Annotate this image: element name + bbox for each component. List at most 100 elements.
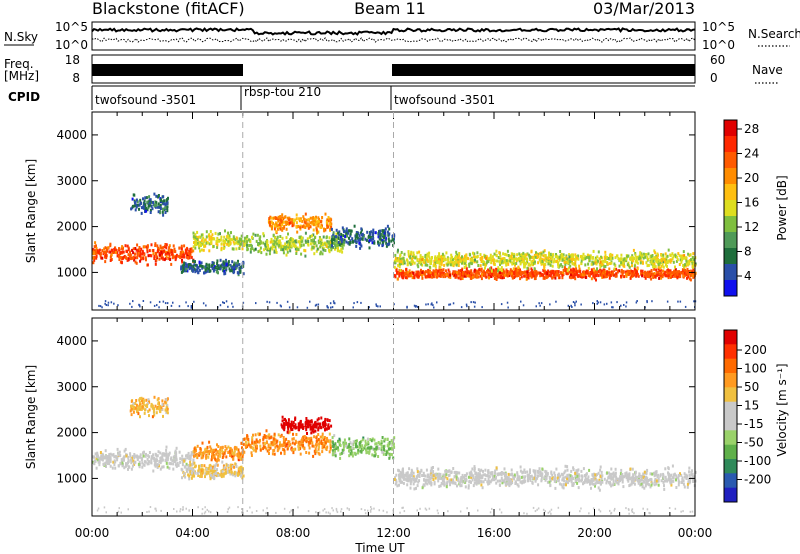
echo-cell	[686, 263, 689, 267]
echo-cell	[465, 264, 468, 267]
echo-cell	[143, 460, 146, 464]
echo-cell	[678, 254, 681, 258]
echo-cell	[572, 262, 575, 266]
echo-cell	[388, 455, 391, 459]
echo-cell	[687, 260, 690, 264]
echo-cell	[216, 236, 219, 240]
echo-cell	[232, 237, 235, 241]
echo-cell	[205, 455, 208, 458]
echo-cell	[185, 301, 187, 304]
echo-cell	[130, 407, 133, 411]
echo-cell	[238, 267, 241, 270]
echo-cell	[152, 410, 155, 414]
echo-cell	[124, 256, 127, 260]
echo-cell	[589, 256, 592, 260]
echo-cell	[173, 457, 176, 461]
echo-cell	[428, 269, 431, 273]
echo-cell	[161, 399, 164, 403]
echo-cell	[167, 453, 170, 457]
echo-cell	[224, 467, 227, 471]
echo-cell	[305, 451, 308, 454]
echo-cell	[548, 251, 550, 255]
echo-cell	[203, 271, 205, 275]
echo-cell	[320, 243, 323, 247]
echo-cell	[121, 458, 124, 462]
echo-cell	[241, 247, 244, 251]
echo-cell	[679, 258, 682, 262]
echo-cell	[273, 242, 276, 246]
echo-cell	[170, 262, 173, 266]
echo-cell	[294, 423, 297, 427]
echo-cell	[145, 398, 148, 402]
echo-cell	[131, 248, 134, 252]
echo-cell	[537, 255, 540, 259]
echo-cell	[320, 220, 322, 224]
echo-cell	[386, 242, 389, 246]
echo-cell	[181, 458, 184, 461]
echo-cell	[237, 259, 239, 263]
echo-cell	[393, 303, 395, 306]
echo-cell	[231, 266, 234, 270]
echo-cell	[628, 270, 631, 273]
echo-cell	[402, 262, 405, 266]
echo-cell	[420, 262, 423, 266]
echo-cell	[324, 417, 327, 421]
echo-cell	[691, 260, 693, 264]
echo-cell	[292, 223, 295, 227]
echo-cell	[322, 420, 325, 424]
echo-cell	[327, 306, 329, 309]
echo-cell	[267, 245, 270, 249]
echo-cell	[268, 217, 271, 220]
echo-cell	[470, 276, 473, 280]
echo-cell	[650, 262, 653, 266]
echo-cell	[215, 462, 218, 466]
echo-cell	[153, 254, 156, 258]
echo-cell	[659, 260, 662, 264]
echo-cell	[692, 262, 695, 266]
echo-cell	[539, 259, 542, 263]
echo-cell	[110, 253, 113, 257]
echo-cell	[414, 256, 417, 260]
echo-cell	[276, 235, 279, 239]
echo-cell	[139, 455, 141, 459]
echo-cell	[305, 419, 308, 423]
echo-cell	[302, 217, 305, 221]
echo-cell	[256, 444, 258, 448]
echo-cell	[405, 276, 407, 280]
echo-cell	[651, 261, 654, 265]
echo-cell	[255, 239, 258, 243]
echo-cell	[326, 445, 329, 449]
echo-cell	[650, 277, 653, 281]
echo-cell	[217, 474, 220, 477]
echo-cell	[278, 239, 281, 243]
echo-cell	[201, 242, 204, 246]
echo-cell	[600, 269, 603, 273]
echo-cell	[231, 452, 234, 456]
echo-cell	[639, 253, 642, 257]
echo-cell	[635, 272, 638, 276]
cpid-label: CPID	[8, 90, 40, 104]
echo-cell	[109, 464, 112, 468]
echo-cell	[222, 246, 225, 250]
echo-cell	[408, 254, 410, 258]
echo-cell	[177, 254, 180, 258]
echo-cell	[438, 267, 441, 271]
echo-cell	[310, 420, 312, 423]
echo-cell	[682, 250, 685, 254]
echo-cell	[371, 447, 374, 451]
echo-cell	[150, 461, 153, 465]
echo-cell	[201, 266, 204, 270]
echo-cell	[307, 218, 310, 222]
echo-cell	[185, 267, 188, 271]
echo-cell	[413, 276, 416, 280]
echo-cell	[417, 274, 419, 278]
echo-cell	[225, 258, 227, 262]
echo-cell	[94, 252, 97, 255]
echo-cell	[667, 269, 670, 273]
echo-cell	[540, 302, 543, 305]
freq-label-1: Freq.	[4, 57, 34, 71]
echo-cell	[519, 262, 522, 266]
echo-cell	[399, 262, 401, 266]
echo-cell	[485, 275, 488, 279]
echo-cell	[315, 226, 318, 230]
